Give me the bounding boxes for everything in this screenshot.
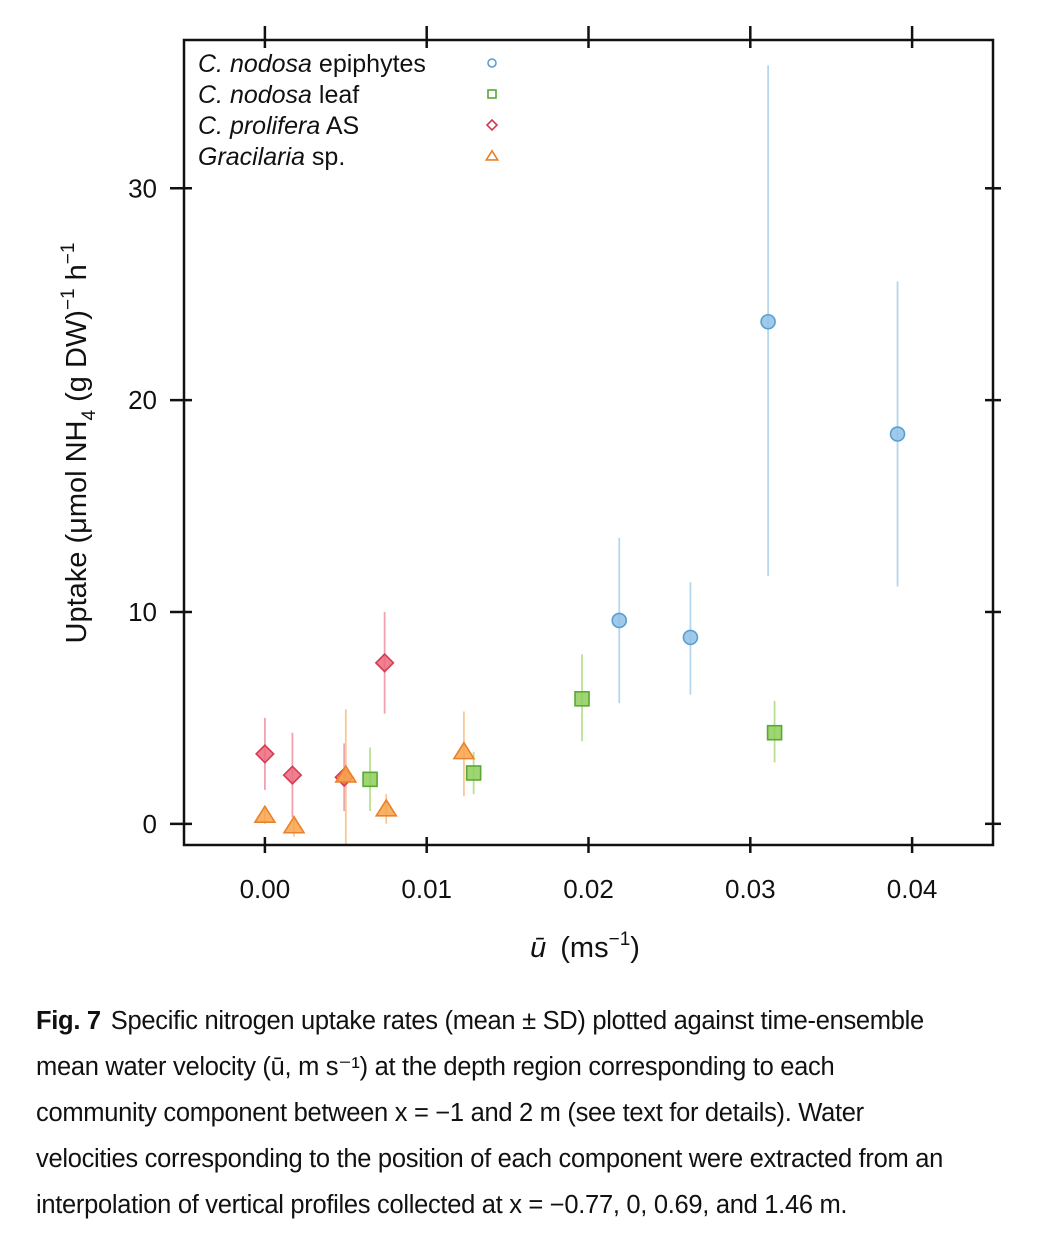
caption-line-2: mean water velocity (ū, m s⁻¹) at the de…: [36, 1053, 835, 1081]
x-tick-label-2: 0.02: [563, 874, 614, 904]
data-point-s3-p2: [334, 764, 358, 783]
data-point-s0-p0: [611, 612, 628, 629]
data-point-s3-p4: [452, 741, 476, 760]
scatter-chart: 0.00 0.01 0.02 0.03 0.04 0 10 20 30 C. nodosa ep…: [58, 26, 1001, 964]
data-point-s1-p1: [465, 765, 482, 781]
y-tick-label-1: 10: [128, 597, 157, 627]
caption-line-4: velocities corresponding to the position…: [36, 1145, 943, 1173]
legend-marker-3: [484, 149, 500, 161]
data-point-s3-p1: [282, 815, 306, 834]
legend-label-1: C. nodosa leaf: [198, 81, 359, 109]
caption-line-3: community component between x = −1 and 2…: [36, 1099, 864, 1127]
legend-marker-2: [485, 118, 499, 132]
axis-ticks: 0.00 0.01 0.02 0.03 0.04 0 10 20 30: [128, 26, 1001, 904]
legend-marker-0: [487, 58, 497, 68]
data-point-s2-p3: [374, 652, 395, 673]
data-point-s0-p2: [760, 313, 776, 330]
data-point-s3-p3: [374, 798, 398, 817]
data-point-s1-p2: [574, 691, 590, 707]
y-axis-label: Uptake (μmol NH4 (g DW)−1 h−1: [58, 243, 100, 644]
caption-line-1: Fig. 7 Specific nitrogen uptake rates (me…: [36, 1007, 924, 1035]
data-point-s2-p0: [255, 744, 275, 764]
legend-label-0: C. nodosa epiphytes: [198, 50, 426, 78]
y-tick-label-2: 20: [128, 385, 157, 415]
x-tick-label-3: 0.03: [725, 874, 776, 904]
data-point-s0-p3: [889, 426, 906, 442]
data-point-s0-p1: [682, 629, 699, 646]
plot-layer: [253, 65, 906, 845]
y-tick-label-3: 30: [128, 173, 157, 203]
y-tick-label-0: 0: [143, 809, 157, 839]
x-tick-label-4: 0.04: [887, 874, 938, 904]
data-point-s3-p0: [253, 804, 277, 823]
x-tick-label-0: 0.00: [240, 874, 291, 904]
data-point-s1-p0: [362, 771, 378, 788]
data-point-s1-p3: [766, 724, 783, 741]
figure-label: Fig. 7: [36, 1007, 101, 1035]
legend-label-2: C. prolifera AS: [198, 112, 359, 140]
data-point-s2-p1: [282, 765, 303, 785]
legend-label-3: Gracilaria sp.: [198, 143, 345, 171]
figure-caption: Fig. 7 Specific nitrogen uptake rates (me…: [36, 998, 1026, 1228]
caption-line-5: interpolation of vertical profiles colle…: [36, 1191, 848, 1219]
x-axis-label: ū (ms−1): [530, 929, 640, 964]
legend-marker-1: [487, 89, 497, 99]
legend: C. nodosa epiphytes C. nodosa leaf C. prol…: [198, 50, 500, 171]
x-tick-label-1: 0.01: [401, 874, 452, 904]
